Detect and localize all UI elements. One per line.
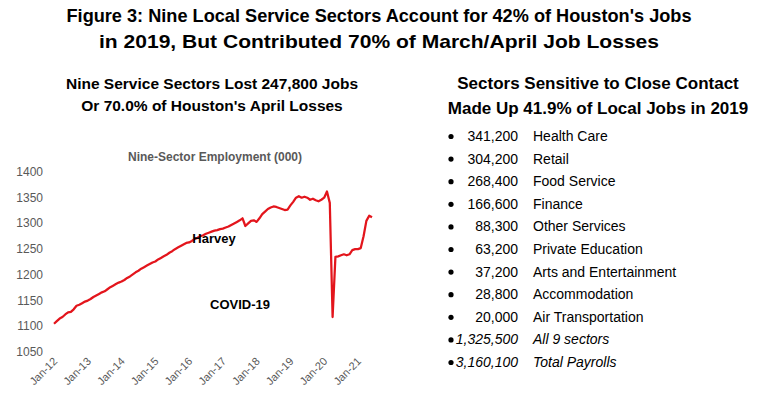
annotation: Harvey [192, 231, 236, 246]
y-tick-label: 1150 [17, 294, 43, 308]
bullet [448, 247, 453, 252]
sector-name: Other Services [533, 218, 626, 234]
x-tick-label: Jan-15 [128, 355, 160, 387]
jobs-value: 304,200 [467, 151, 518, 167]
bullet [448, 134, 453, 139]
bullet [448, 315, 453, 320]
bullet [448, 202, 453, 207]
x-tick-label: Jan-16 [162, 355, 194, 387]
list-heading: Made Up 41.9% of Local Jobs in 2019 [448, 99, 748, 118]
bullet [448, 360, 453, 365]
figure-title: in 2019, But Contributed 70% of March/Ap… [99, 31, 659, 52]
jobs-value: 28,800 [475, 286, 518, 302]
y-tick-label: 1350 [16, 191, 43, 205]
bullet [448, 179, 453, 184]
y-tick-label: 1050 [16, 345, 43, 359]
x-tick-label: Jan-19 [264, 355, 296, 387]
jobs-value: 37,200 [475, 264, 518, 280]
x-tick-label: Jan-13 [61, 355, 93, 387]
bullet [448, 224, 453, 229]
jobs-value: 3,160,100 [456, 354, 518, 370]
x-tick-label: Jan-18 [230, 355, 262, 387]
y-tick-label: 1100 [17, 319, 43, 333]
sector-name: Health Care [533, 128, 608, 144]
x-tick-label: Jan-20 [297, 355, 329, 387]
list-heading: Sectors Sensitive to Close Contact [457, 74, 739, 93]
x-tick-label: Jan-14 [95, 355, 127, 387]
chart-title: Or 70.0% of Houston's April Losses [81, 97, 343, 114]
jobs-value: 166,600 [467, 196, 518, 212]
annotation: COVID-19 [210, 297, 270, 312]
bullet [448, 337, 453, 342]
jobs-value: 341,200 [467, 128, 518, 144]
y-tick-label: 1400 [16, 165, 43, 179]
jobs-value: 268,400 [467, 173, 518, 189]
jobs-value: 20,000 [475, 309, 518, 325]
sector-name: All 9 sectors [532, 331, 609, 347]
sector-name: Air Transportation [533, 309, 644, 325]
y-tick-label: 1200 [16, 268, 43, 282]
jobs-value: 1,325,500 [456, 331, 518, 347]
jobs-value: 63,200 [475, 241, 518, 257]
sector-name: Accommodation [533, 286, 633, 302]
figure: Figure 3: Nine Local Service Sectors Acc… [0, 0, 759, 401]
chart-title: Nine Service Sectors Lost 247,800 Jobs [66, 75, 358, 92]
y-tick-label: 1300 [16, 216, 43, 230]
background [0, 0, 759, 401]
employment-line [54, 192, 372, 324]
sector-name: Food Service [533, 173, 616, 189]
plot-area [54, 192, 372, 324]
x-tick-label: Jan-21 [331, 355, 363, 387]
x-tick-label: Jan-12 [27, 355, 59, 387]
jobs-value: 88,300 [475, 218, 518, 234]
sector-name: Private Education [533, 241, 643, 257]
sector-name: Retail [533, 151, 569, 167]
bullet [448, 157, 453, 162]
sector-name: Total Payrolls [533, 354, 617, 370]
y-tick-label: 1250 [16, 242, 43, 256]
figure-title: Figure 3: Nine Local Service Sectors Acc… [67, 5, 692, 26]
sector-name: Finance [533, 196, 583, 212]
bullet [448, 270, 453, 275]
bullet [448, 292, 453, 297]
sector-name: Arts and Entertainment [533, 264, 676, 280]
chart-subtitle: Nine-Sector Employment (000) [128, 150, 302, 164]
x-tick-label: Jan-17 [196, 355, 228, 387]
